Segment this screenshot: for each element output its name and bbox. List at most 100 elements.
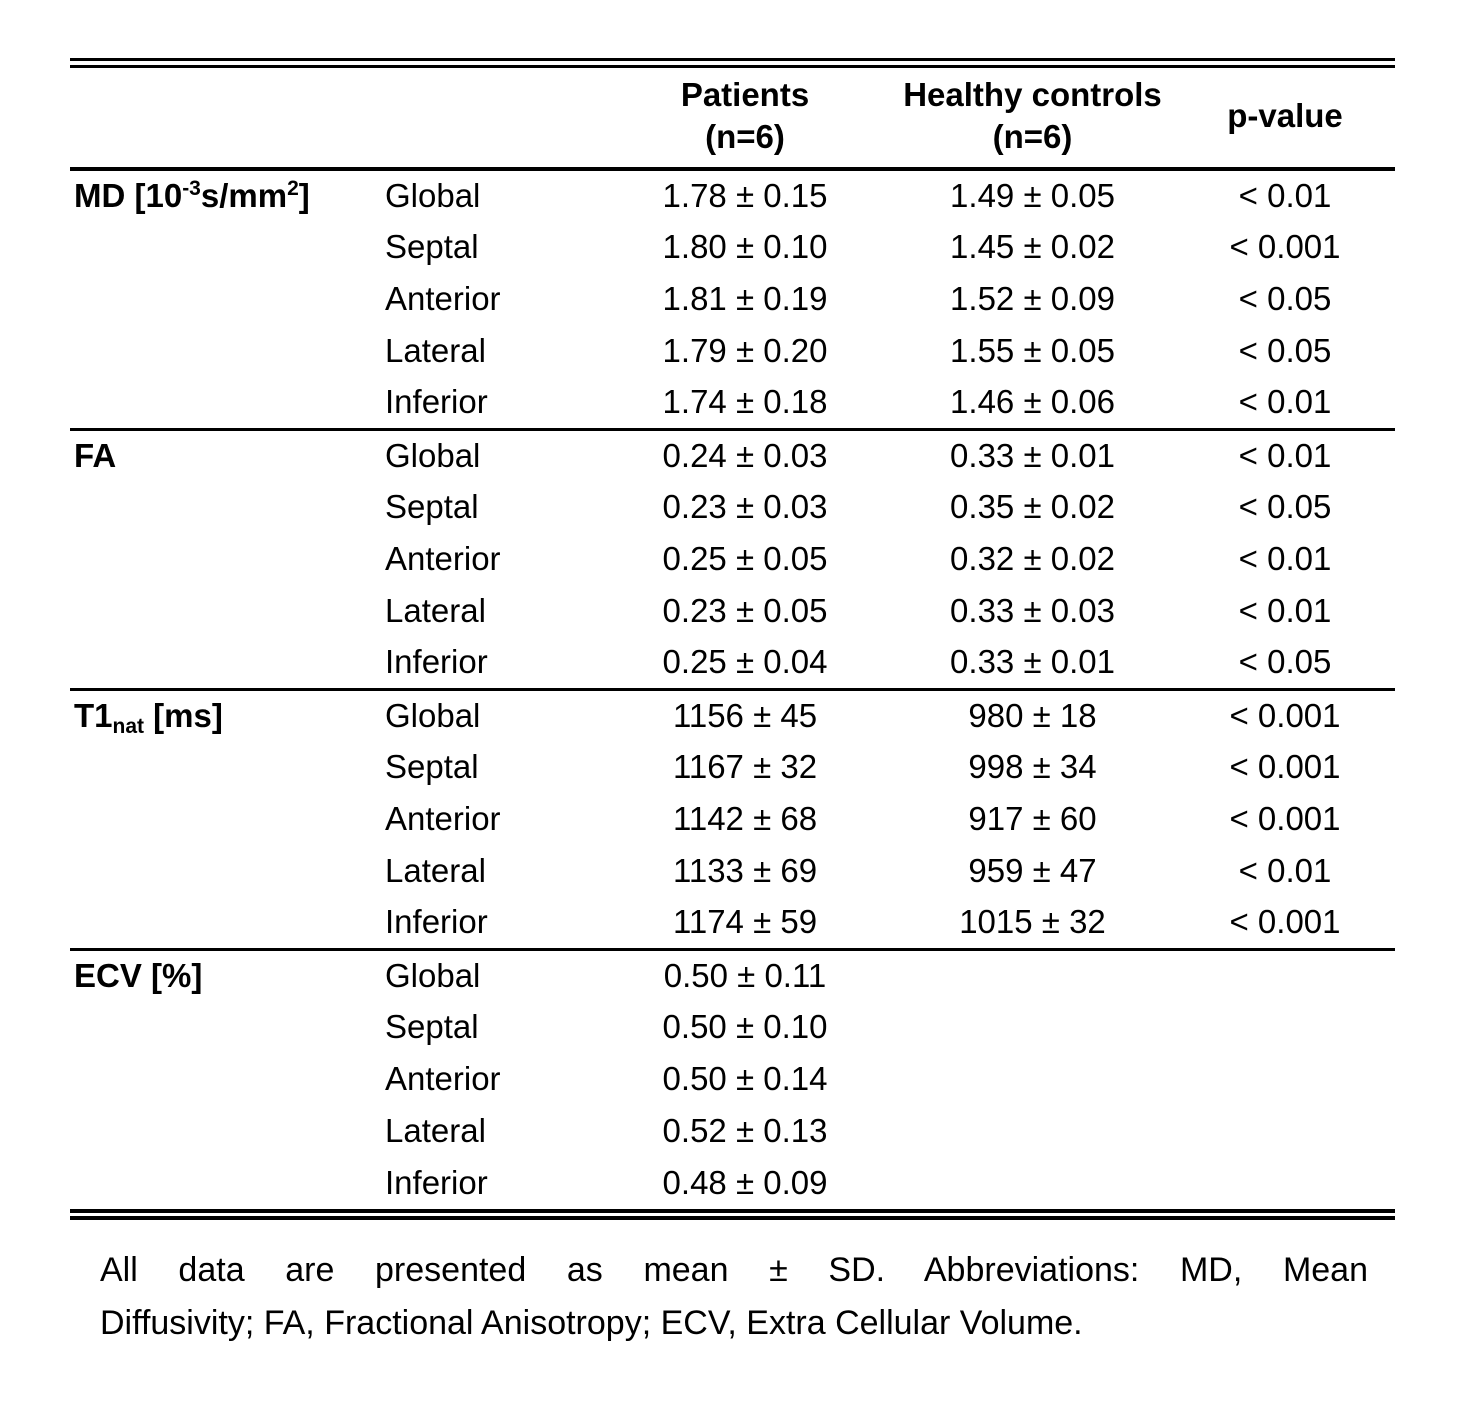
controls-value: 0.33 ± 0.01: [890, 427, 1175, 481]
region-label: Lateral: [385, 592, 486, 629]
variable-label: [70, 1053, 380, 1105]
header-patients: Patients (n=6): [600, 68, 890, 171]
controls-value: [890, 947, 1175, 1001]
region-label: Inferior: [385, 1164, 488, 1201]
variable-label: [70, 1001, 380, 1053]
table-row: Septal 1167 ± 32 998 ± 34 < 0.001: [70, 741, 1395, 793]
patients-value: 1.80 ± 0.10: [662, 228, 828, 265]
table-row: Lateral 1133 ± 69 959 ± 47 < 0.01: [70, 845, 1395, 897]
table-row: Inferior 1.74 ± 0.18 1.46 ± 0.06 < 0.01: [70, 377, 1395, 429]
variable-label-part: -3: [182, 177, 201, 201]
variable-label: [70, 325, 380, 377]
p-value: < 0.01: [1238, 852, 1332, 889]
p-value: < 0.05: [1238, 488, 1332, 525]
page: Patients (n=6) Healthy controls (n=6) p-…: [70, 58, 1395, 1342]
controls-value: 959 ± 47: [968, 852, 1097, 889]
table-row: T1nat [ms] Global 1156 ± 45 980 ± 18 < 0.001: [70, 687, 1395, 741]
region-label: Anterior: [385, 280, 501, 317]
patients-value: 1156 ± 45: [600, 687, 890, 741]
variable-label-part: ]: [298, 177, 310, 214]
table-header: Patients (n=6) Healthy controls (n=6) p-…: [70, 68, 1395, 171]
table-body: MD [10-3s/mm2] Global 1.78 ± 0.15 1.49 ± 0.…: [70, 169, 1395, 1209]
patients-value: 0.23 ± 0.03: [662, 488, 828, 525]
patients-value: 0.24 ± 0.03: [600, 427, 890, 481]
variable-label-part: FA: [74, 436, 117, 474]
p-value: < 0.01: [1238, 540, 1332, 577]
region-label: Global: [380, 947, 600, 1001]
patients-value: 1174 ± 59: [672, 903, 818, 941]
controls-value: 0.32 ± 0.02: [950, 540, 1115, 577]
variable-label: [70, 897, 380, 949]
table-row: Inferior 0.25 ± 0.04 0.33 ± 0.01 < 0.05: [70, 637, 1395, 689]
controls-value: [890, 1105, 1175, 1157]
footnote-line-1: All data are presented as mean ± SD. Abb…: [100, 1251, 1368, 1289]
header-empty-cell: [70, 68, 600, 171]
patients-value: 0.52 ± 0.13: [662, 1112, 828, 1149]
table-row: MD [10-3s/mm2] Global 1.78 ± 0.15 1.49 ± 0.…: [70, 169, 1395, 221]
controls-value: 1.49 ± 0.05: [950, 177, 1115, 214]
patients-value: 1.78 ± 0.15: [662, 177, 828, 214]
region-label: Inferior: [385, 643, 488, 681]
p-value: < 0.01: [1238, 592, 1332, 629]
region-label: Anterior: [385, 1060, 501, 1097]
measurements-table: Patients (n=6) Healthy controls (n=6) p-…: [70, 68, 1395, 1209]
p-value: [1175, 1001, 1395, 1053]
region-label: Global: [380, 687, 600, 741]
variable-label-part: s/mm: [200, 177, 288, 214]
p-value: [1175, 1105, 1395, 1157]
variable-label: [70, 221, 380, 273]
header-pvalue-title: p-value: [1227, 97, 1343, 134]
table-row: Lateral 0.52 ± 0.13: [70, 1105, 1395, 1157]
header-pvalue: p-value: [1175, 68, 1395, 171]
patients-value: 0.25 ± 0.05: [662, 540, 828, 577]
table-row: Anterior 1.81 ± 0.19 1.52 ± 0.09 < 0.05: [70, 273, 1395, 325]
header-controls-n: (n=6): [992, 118, 1073, 155]
patients-value: 1.81 ± 0.19: [662, 280, 828, 317]
variable-label-part: ECV [%]: [74, 956, 203, 994]
controls-value: 1.55 ± 0.05: [950, 332, 1115, 369]
variable-label: [70, 481, 380, 533]
p-value: [1175, 1157, 1395, 1209]
patients-value: 1.74 ± 0.18: [662, 383, 828, 421]
variable-label: T1nat [ms]: [70, 687, 380, 741]
header-row: Patients (n=6) Healthy controls (n=6) p-…: [70, 68, 1395, 171]
p-value: < 0.05: [1238, 643, 1332, 681]
patients-value: 1167 ± 32: [672, 748, 818, 785]
region-label: Inferior: [385, 903, 488, 941]
controls-value: 998 ± 34: [968, 748, 1097, 785]
variable-label: [70, 793, 380, 845]
variable-label: FA: [70, 427, 380, 481]
controls-value: 980 ± 18: [890, 687, 1175, 741]
variable-label-part: 2: [287, 177, 299, 201]
region-label: Lateral: [385, 1112, 486, 1149]
region-label: Septal: [385, 228, 479, 265]
variable-label-part: nat: [112, 714, 145, 738]
variable-label: [70, 637, 380, 689]
header-controls-title: Healthy controls: [903, 76, 1162, 113]
region-label: Inferior: [385, 383, 488, 421]
variable-label: ECV [%]: [70, 947, 380, 1001]
table-row: Inferior 0.48 ± 0.09: [70, 1157, 1395, 1209]
patients-value: 0.23 ± 0.05: [662, 592, 828, 629]
table-row: Lateral 1.79 ± 0.20 1.55 ± 0.05 < 0.05: [70, 325, 1395, 377]
controls-value: 1015 ± 32: [959, 903, 1106, 941]
controls-value: 1.52 ± 0.09: [950, 280, 1115, 317]
p-value: < 0.05: [1238, 332, 1332, 369]
p-value: < 0.001: [1229, 748, 1341, 785]
region-label: Lateral: [385, 852, 486, 889]
table-row: Anterior 0.50 ± 0.14: [70, 1053, 1395, 1105]
variable-label: [70, 1157, 380, 1209]
variable-label: MD [10-3s/mm2]: [70, 169, 380, 221]
header-patients-n: (n=6): [705, 118, 785, 155]
patients-value: 0.50 ± 0.14: [662, 1060, 828, 1097]
p-value: < 0.01: [1238, 177, 1332, 214]
patients-value: 1133 ± 69: [672, 852, 818, 889]
region-label: Global: [385, 177, 481, 214]
header-patients-title: Patients: [680, 76, 810, 113]
patients-value: 1142 ± 68: [672, 800, 818, 837]
controls-value: 0.33 ± 0.03: [950, 592, 1115, 629]
variable-label: [70, 533, 380, 585]
table-row: Anterior 0.25 ± 0.05 0.32 ± 0.02 < 0.01: [70, 533, 1395, 585]
controls-value: [890, 1157, 1175, 1209]
variable-label-part: [ms]: [144, 696, 223, 734]
